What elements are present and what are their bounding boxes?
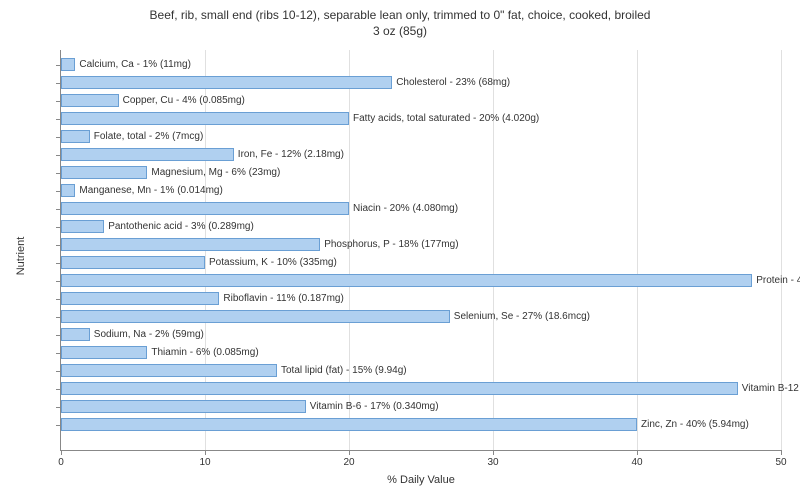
y-tick-mark	[56, 281, 61, 282]
nutrient-bar	[61, 364, 277, 377]
nutrient-bar	[61, 148, 234, 161]
y-tick-mark	[56, 425, 61, 426]
nutrient-chart: Beef, rib, small end (ribs 10-12), separ…	[0, 0, 800, 500]
y-axis-label: Nutrient	[15, 237, 27, 276]
y-tick-mark	[56, 119, 61, 120]
y-tick-mark	[56, 101, 61, 102]
nutrient-bar	[61, 256, 205, 269]
x-axis-label: % Daily Value	[387, 474, 455, 486]
nutrient-bar	[61, 94, 119, 107]
x-tick-label: 0	[58, 457, 64, 468]
y-tick-mark	[56, 389, 61, 390]
nutrient-bar	[61, 418, 637, 431]
nutrient-bar-label: Sodium, Na - 2% (59mg)	[94, 328, 204, 341]
nutrient-bar-label: Vitamin B-12 - 47% (2.82mcg)	[742, 382, 800, 395]
nutrient-bar-label: Cholesterol - 23% (68mg)	[396, 76, 510, 89]
nutrient-bar	[61, 202, 349, 215]
y-tick-mark	[56, 65, 61, 66]
nutrient-bar	[61, 166, 147, 179]
nutrient-bar	[61, 130, 90, 143]
y-tick-mark	[56, 299, 61, 300]
nutrient-bar-label: Total lipid (fat) - 15% (9.94g)	[281, 364, 407, 377]
nutrient-bar-label: Thiamin - 6% (0.085mg)	[151, 346, 258, 359]
x-tick-mark	[205, 450, 206, 455]
y-tick-mark	[56, 209, 61, 210]
nutrient-bar-label: Phosphorus, P - 18% (177mg)	[324, 238, 458, 251]
nutrient-bar	[61, 292, 219, 305]
x-tick-mark	[781, 450, 782, 455]
y-tick-mark	[56, 155, 61, 156]
y-tick-mark	[56, 335, 61, 336]
y-tick-mark	[56, 137, 61, 138]
nutrient-bar-label: Vitamin B-6 - 17% (0.340mg)	[310, 400, 439, 413]
y-tick-mark	[56, 191, 61, 192]
y-tick-mark	[56, 353, 61, 354]
nutrient-bar	[61, 184, 75, 197]
chart-title: Beef, rib, small end (ribs 10-12), separ…	[0, 0, 800, 39]
x-tick-label: 10	[199, 457, 210, 468]
nutrient-bar-label: Manganese, Mn - 1% (0.014mg)	[79, 184, 222, 197]
title-line2: 3 oz (85g)	[373, 24, 427, 38]
y-tick-mark	[56, 317, 61, 318]
nutrient-bar	[61, 274, 752, 287]
nutrient-bar-label: Folate, total - 2% (7mcg)	[94, 130, 203, 143]
nutrient-bar	[61, 310, 450, 323]
x-tick-label: 20	[343, 457, 354, 468]
y-tick-mark	[56, 371, 61, 372]
y-tick-mark	[56, 173, 61, 174]
nutrient-bar	[61, 382, 738, 395]
title-line1: Beef, rib, small end (ribs 10-12), separ…	[150, 8, 651, 22]
x-tick-label: 30	[487, 457, 498, 468]
nutrient-bar	[61, 112, 349, 125]
nutrient-bar-label: Magnesium, Mg - 6% (23mg)	[151, 166, 280, 179]
y-tick-mark	[56, 83, 61, 84]
x-tick-mark	[637, 450, 638, 455]
nutrient-bar-label: Riboflavin - 11% (0.187mg)	[223, 292, 343, 305]
y-tick-mark	[56, 263, 61, 264]
x-tick-mark	[61, 450, 62, 455]
x-tick-mark	[493, 450, 494, 455]
y-tick-mark	[56, 407, 61, 408]
plot-area: Nutrient % Daily Value 01020304050Calciu…	[60, 50, 781, 451]
y-tick-mark	[56, 227, 61, 228]
nutrient-bar	[61, 400, 306, 413]
nutrient-bar-label: Calcium, Ca - 1% (11mg)	[79, 58, 191, 71]
nutrient-bar-label: Zinc, Zn - 40% (5.94mg)	[641, 418, 749, 431]
nutrient-bar-label: Protein - 48% (23.83g)	[756, 274, 800, 287]
x-tick-mark	[349, 450, 350, 455]
nutrient-bar	[61, 238, 320, 251]
nutrient-bar-label: Copper, Cu - 4% (0.085mg)	[123, 94, 245, 107]
nutrient-bar	[61, 328, 90, 341]
nutrient-bar-label: Niacin - 20% (4.080mg)	[353, 202, 458, 215]
nutrient-bar	[61, 346, 147, 359]
nutrient-bar-label: Potassium, K - 10% (335mg)	[209, 256, 337, 269]
nutrient-bar-label: Iron, Fe - 12% (2.18mg)	[238, 148, 344, 161]
x-tick-label: 40	[631, 457, 642, 468]
nutrient-bar	[61, 58, 75, 71]
nutrient-bar-label: Pantothenic acid - 3% (0.289mg)	[108, 220, 254, 233]
x-tick-label: 50	[775, 457, 786, 468]
nutrient-bar	[61, 220, 104, 233]
nutrient-bar-label: Selenium, Se - 27% (18.6mcg)	[454, 310, 590, 323]
nutrient-bar	[61, 76, 392, 89]
y-tick-mark	[56, 245, 61, 246]
nutrient-bar-label: Fatty acids, total saturated - 20% (4.02…	[353, 112, 539, 125]
